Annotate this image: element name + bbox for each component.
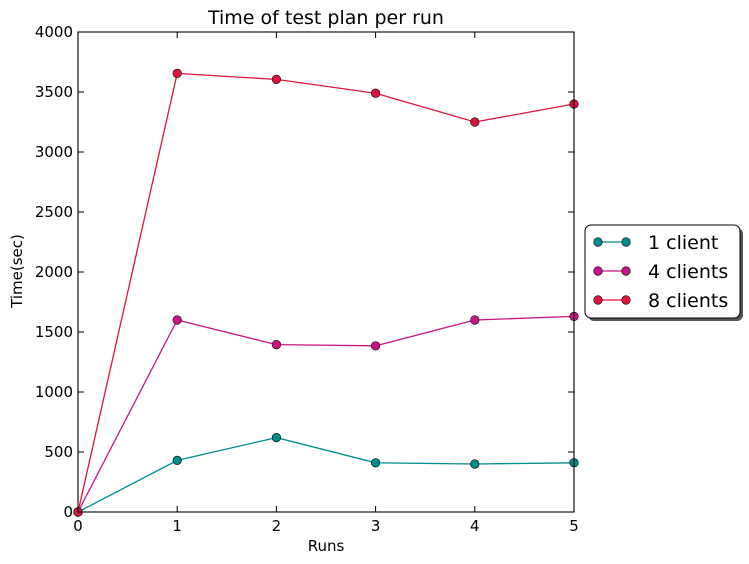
data-point-8-clients xyxy=(371,88,381,98)
x-tick-label: 0 xyxy=(73,517,83,535)
legend-marker-4-clients xyxy=(593,266,603,276)
legend-marker-1-client xyxy=(593,237,603,247)
x-tick-label: 5 xyxy=(569,517,579,535)
plot-area: 0 1 2 3 4 5 0 500 1000 1500 2000 2500 3000 3500 4000 xyxy=(35,23,579,535)
data-point-1-client xyxy=(470,459,480,469)
data-point-1-client xyxy=(271,433,282,443)
y-tick-label: 4000 xyxy=(35,23,73,41)
legend-label-1-client: 1 client xyxy=(648,232,718,254)
x-tick-label: 3 xyxy=(371,517,381,535)
data-point-4-clients xyxy=(271,340,282,350)
chart-title: Time of test plan per run xyxy=(207,7,444,29)
x-tick-label: 1 xyxy=(172,517,182,535)
y-tick-label: 3000 xyxy=(35,143,73,161)
plot-frame xyxy=(77,31,575,513)
y-tick-label: 0 xyxy=(63,503,73,521)
series-line-4-clients xyxy=(77,315,575,513)
legend-marker-4-clients xyxy=(621,266,631,276)
y-tick-label: 2500 xyxy=(35,203,73,221)
x-axis-label: Runs xyxy=(308,537,345,555)
y-tick-label: 1000 xyxy=(35,383,73,401)
y-tick-label: 3500 xyxy=(35,83,73,101)
legend-marker-8-clients xyxy=(621,295,631,305)
series-line-1-client xyxy=(77,436,575,513)
data-point-8-clients xyxy=(172,68,182,78)
y-tick-label: 1500 xyxy=(35,323,73,341)
data-point-4-clients xyxy=(470,315,480,325)
legend-marker-1-client xyxy=(621,237,631,247)
y-tick-label: 500 xyxy=(44,443,73,461)
legend-label-4-clients: 4 clients xyxy=(648,261,728,283)
x-tick-label: 2 xyxy=(272,517,282,535)
data-point-4-clients xyxy=(371,341,381,351)
data-point-8-clients xyxy=(470,117,480,127)
data-point-1-client xyxy=(371,458,381,468)
data-point-8-clients xyxy=(271,74,282,84)
legend-marker-8-clients xyxy=(593,295,603,305)
data-point-1-client xyxy=(172,455,182,466)
legend: 1 client 4 clients 8 clients xyxy=(584,224,743,321)
data-point-4-clients xyxy=(172,315,182,325)
x-tick-label: 4 xyxy=(470,517,480,535)
legend-box xyxy=(584,224,741,319)
y-axis-label: Time(sec) xyxy=(8,234,26,309)
series-line-8-clients xyxy=(77,72,575,513)
y-tick-label: 2000 xyxy=(35,263,73,281)
legend-label-8-clients: 8 clients xyxy=(648,290,728,312)
